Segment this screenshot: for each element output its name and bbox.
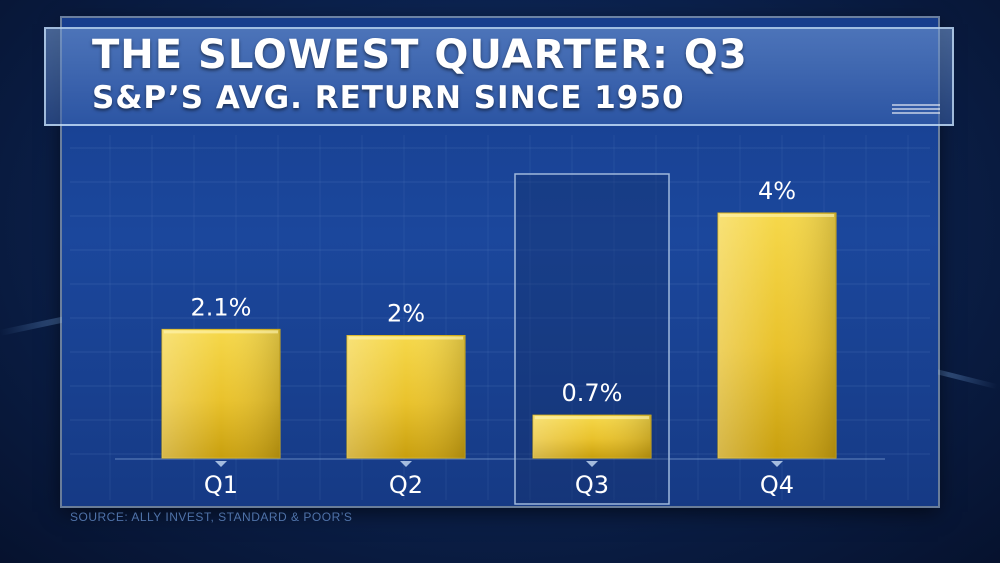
title-banner (44, 27, 954, 126)
category-label-q3: Q3 (575, 471, 609, 499)
network-logo-glyph (892, 104, 940, 114)
value-label-q3: 0.7% (562, 379, 623, 407)
value-labels: 2.1% 2% 0.7% 4% (191, 177, 797, 407)
source-note: SOURCE: ALLY INVEST, STANDARD & POOR’S (70, 510, 353, 524)
bar-q1 (161, 328, 281, 459)
bars (161, 212, 837, 459)
category-label-q1: Q1 (204, 471, 238, 499)
category-labels: Q1 Q2 Q3 Q4 (204, 461, 794, 499)
category-label-q4: Q4 (760, 471, 794, 499)
bar-q2 (346, 335, 466, 459)
value-label-q1: 2.1% (191, 293, 252, 321)
tick-marker (586, 461, 598, 467)
value-label-q2: 2% (387, 300, 425, 328)
bar-q3 (532, 414, 652, 459)
chart-title: THE SLOWEST QUARTER: Q3 (92, 32, 748, 78)
tick-marker (771, 461, 783, 467)
value-label-q4: 4% (758, 177, 796, 205)
tick-marker (400, 461, 412, 467)
chart-subtitle: S&P’S AVG. RETURN SINCE 1950 (92, 80, 685, 116)
tick-marker (215, 461, 227, 467)
bar-q4 (717, 212, 837, 459)
category-label-q2: Q2 (389, 471, 423, 499)
